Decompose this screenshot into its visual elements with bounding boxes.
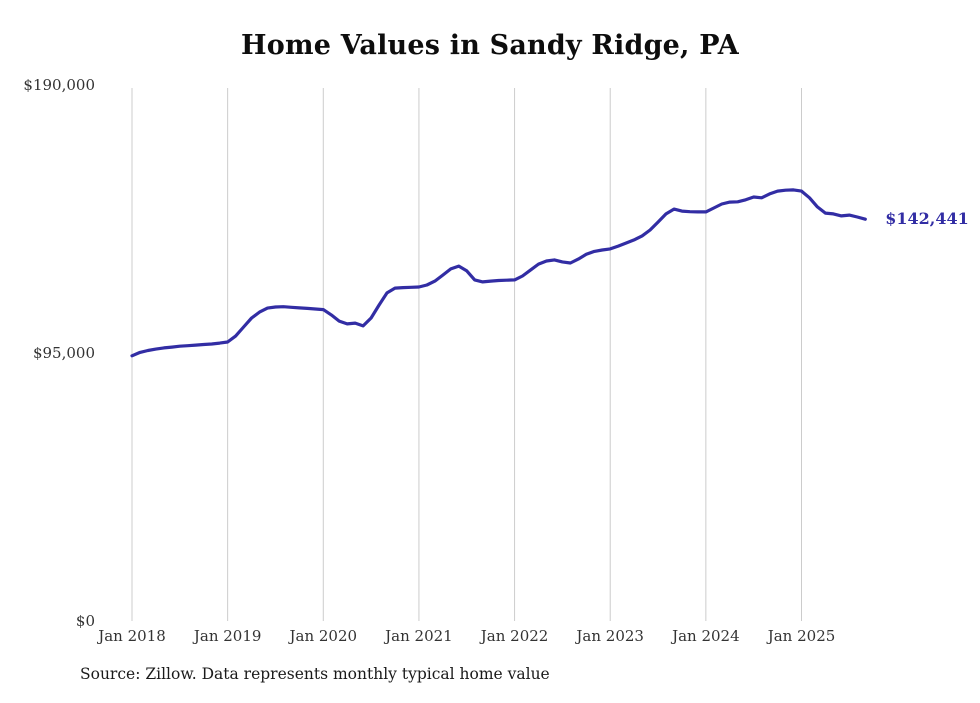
source-note: Source: Zillow. Data represents monthly … <box>80 665 550 683</box>
x-tick-label: Jan 2020 <box>288 627 358 645</box>
y-tick-label: $0 <box>76 612 95 630</box>
y-tick-label: $95,000 <box>33 344 95 362</box>
x-tick-label: Jan 2018 <box>96 627 166 645</box>
x-tick-label: Jan 2025 <box>766 627 836 645</box>
x-tick-label: Jan 2023 <box>574 627 644 645</box>
x-tick-label: Jan 2021 <box>383 627 453 645</box>
latest-value-label: $142,441 <box>885 209 969 229</box>
home-value-line <box>130 188 867 358</box>
chart-title: Home Values in Sandy Ridge, PA <box>241 30 739 61</box>
x-tick-label: Jan 2022 <box>479 627 549 645</box>
x-tick-label: Jan 2024 <box>670 627 740 645</box>
y-tick-label: $190,000 <box>23 76 95 94</box>
x-tick-label: Jan 2019 <box>192 627 262 645</box>
